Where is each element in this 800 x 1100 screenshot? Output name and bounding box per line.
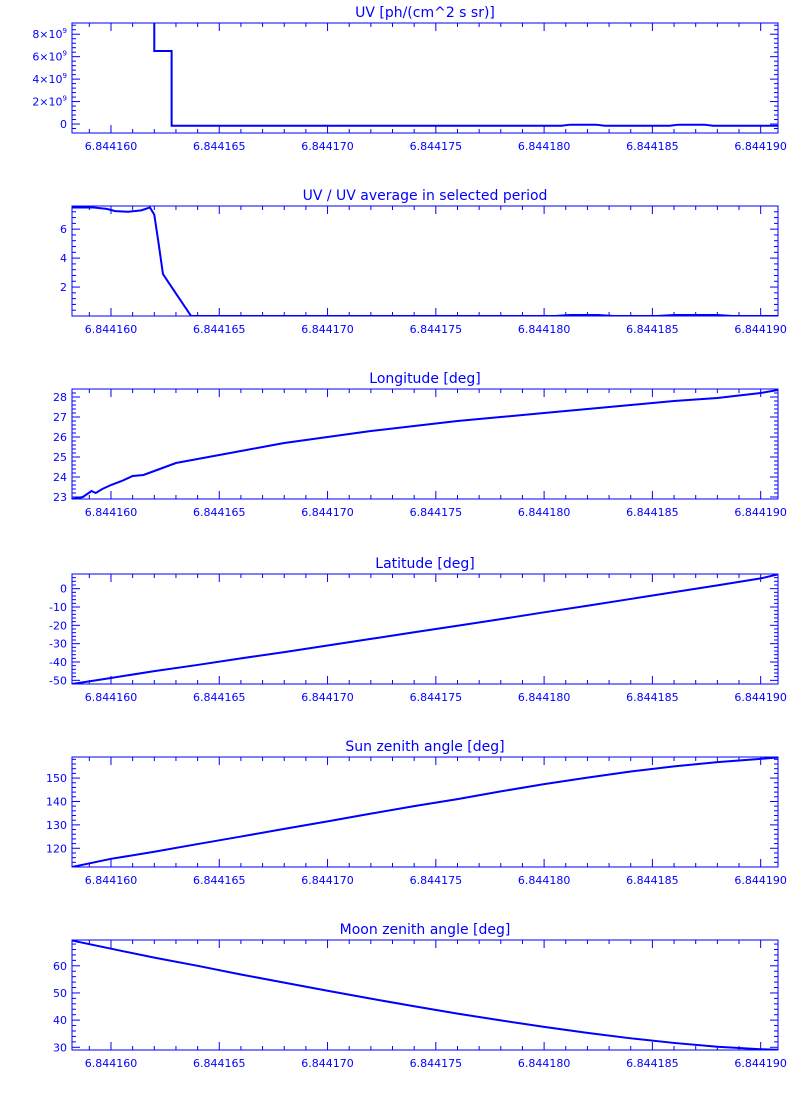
x-tick-label: 6.844175 [410, 323, 463, 336]
x-tick-label: 6.844190 [734, 323, 787, 336]
y-tick-label: -40 [49, 656, 67, 669]
chart-panel-3: Longitude [deg] 6.844160 6.844165 6.844170 6… [53, 371, 787, 519]
x-tick-label: 6.844165 [193, 323, 246, 336]
y-tick-label: 28 [53, 391, 67, 404]
x-tick-label: 6.844170 [301, 874, 354, 887]
series-line [72, 206, 778, 316]
chart-title: Latitude [deg] [375, 556, 474, 572]
plot-frame [71, 756, 779, 868]
chart-panel-2: UV / UV average in selected period 6.8441… [60, 188, 787, 336]
x-tick-label: 6.844165 [193, 874, 246, 887]
y-tick-label: 120 [46, 842, 67, 855]
series-line [72, 940, 778, 1050]
x-tick-label: 6.844190 [734, 140, 787, 153]
y-tick-label: 2×109 [32, 95, 67, 109]
x-tick-label: 6.844185 [626, 1057, 679, 1070]
y-tick-label: -20 [49, 619, 67, 632]
y-tick-label: 8×109 [32, 27, 67, 41]
x-tick-label: 6.844180 [518, 874, 571, 887]
x-tick-label: 6.844165 [193, 140, 246, 153]
series-line [72, 574, 778, 684]
plot-frame [71, 22, 779, 134]
x-tick-label: 6.844190 [734, 506, 787, 519]
x-tick-label: 6.844175 [410, 140, 463, 153]
x-tick-label: 6.844190 [734, 874, 787, 887]
x-tick-label: 6.844170 [301, 691, 354, 704]
x-tick-label: 6.844190 [734, 1057, 787, 1070]
x-tick-label: 6.844170 [301, 140, 354, 153]
y-tick-label: 4×109 [32, 72, 67, 86]
chart-title: Sun zenith angle [deg] [345, 739, 504, 755]
y-tick-label: 50 [53, 987, 67, 1000]
plot-frame [71, 205, 779, 317]
x-tick-label: 6.844185 [626, 506, 679, 519]
x-tick-label: 6.844170 [301, 506, 354, 519]
x-tick-label: 6.844165 [193, 691, 246, 704]
y-tick-label: -50 [49, 674, 67, 687]
x-tick-label: 6.844160 [85, 1057, 138, 1070]
y-tick-label: 25 [53, 451, 67, 464]
x-tick-label: 6.844175 [410, 691, 463, 704]
chart-panel-5: Sun zenith angle [deg] 6.844160 6.844165 6.… [46, 739, 787, 887]
x-tick-label: 6.844185 [626, 691, 679, 704]
x-tick-label: 6.844180 [518, 506, 571, 519]
x-tick-label: 6.844160 [85, 323, 138, 336]
x-tick-label: 6.844185 [626, 323, 679, 336]
y-tick-label: 27 [53, 411, 67, 424]
x-tick-label: 6.844170 [301, 323, 354, 336]
chart-title: UV [ph/(cm^2 s sr)] [355, 5, 495, 21]
series-line [72, 389, 778, 499]
x-tick-label: 6.844185 [626, 140, 679, 153]
plot-frame [71, 939, 779, 1051]
chart-title: Moon zenith angle [deg] [340, 922, 511, 938]
y-tick-label: 150 [46, 772, 67, 785]
x-tick-label: 6.844175 [410, 506, 463, 519]
y-tick-label: 6×109 [32, 50, 67, 64]
y-tick-label: -10 [49, 601, 67, 614]
x-tick-label: 6.844160 [85, 506, 138, 519]
y-tick-label: 130 [46, 819, 67, 832]
series-line [153, 23, 778, 127]
x-tick-label: 6.844160 [85, 874, 138, 887]
y-tick-label: 4 [60, 252, 67, 265]
x-tick-label: 6.844160 [85, 140, 138, 153]
x-tick-label: 6.844175 [410, 874, 463, 887]
x-tick-label: 6.844180 [518, 323, 571, 336]
x-tick-label: 6.844180 [518, 691, 571, 704]
x-tick-label: 6.844160 [85, 691, 138, 704]
y-tick-label: 6 [60, 223, 67, 236]
chart-title: Longitude [deg] [369, 371, 480, 387]
chart-panel-4: Latitude [deg] 6.844160 6.844165 6.844170 6.… [49, 556, 787, 704]
chart-panel-1: UV [ph/(cm^2 s sr)] 6.844160 6.844165 6.844… [32, 5, 787, 153]
chart-title: UV / UV average in selected period [303, 188, 548, 204]
x-tick-label: 6.844185 [626, 874, 679, 887]
x-tick-label: 6.844190 [734, 691, 787, 704]
y-tick-label: 60 [53, 960, 67, 973]
series-line [72, 757, 778, 867]
x-tick-label: 6.844175 [410, 1057, 463, 1070]
x-tick-label: 6.844170 [301, 1057, 354, 1070]
x-tick-label: 6.844180 [518, 1057, 571, 1070]
y-tick-label: 30 [53, 1041, 67, 1054]
y-tick-label: 26 [53, 431, 67, 444]
y-tick-label: 0 [60, 583, 67, 596]
y-tick-label: 40 [53, 1014, 67, 1027]
x-tick-label: 6.844165 [193, 506, 246, 519]
plot-frame [71, 388, 779, 500]
y-tick-label: 2 [60, 281, 67, 294]
y-tick-label: -30 [49, 638, 67, 651]
x-tick-label: 6.844180 [518, 140, 571, 153]
y-tick-label: 24 [53, 471, 67, 484]
y-tick-label: 0 [60, 118, 67, 131]
y-tick-label: 140 [46, 795, 67, 808]
chart-panel-6: Moon zenith angle [deg] 6.844160 6.844165 6… [53, 922, 787, 1070]
y-tick-label: 23 [53, 491, 67, 504]
x-tick-label: 6.844165 [193, 1057, 246, 1070]
